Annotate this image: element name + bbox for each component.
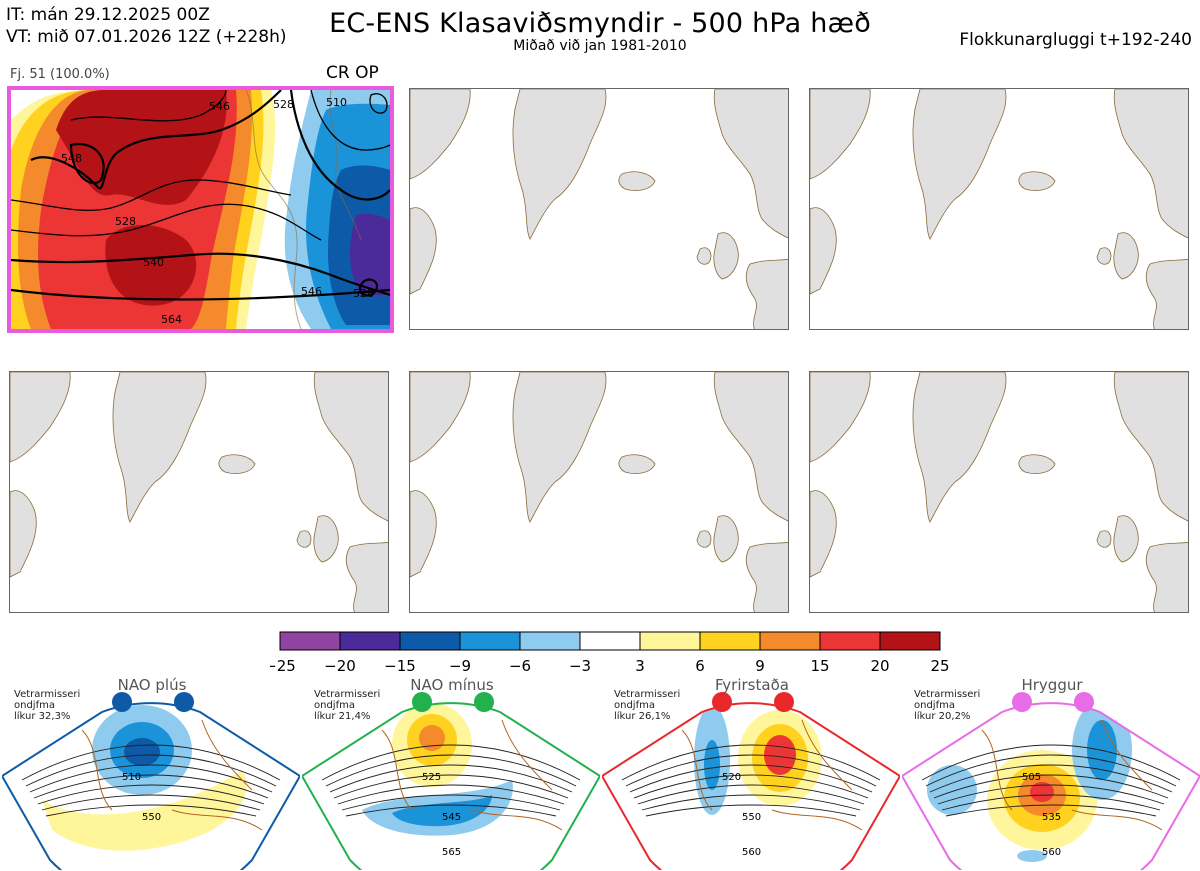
map-panel-cluster-6[interactable] bbox=[809, 371, 1189, 613]
colorbar-swatch bbox=[279, 631, 341, 651]
map-panel-cluster-3[interactable] bbox=[809, 88, 1189, 330]
regime-meta-line: ondjfma bbox=[14, 700, 55, 711]
colorbar-swatch bbox=[879, 631, 941, 651]
regime-marker bbox=[774, 692, 794, 712]
regime-marker bbox=[174, 692, 194, 712]
contour-label: 548 bbox=[61, 152, 82, 165]
valid-time: VT: mið 07.01.2026 12Z (+228h) bbox=[6, 27, 287, 47]
regime-contour-label: 505 bbox=[1022, 772, 1041, 783]
contour-label: 528 bbox=[353, 287, 374, 300]
map-svg bbox=[410, 372, 788, 612]
regime-meta-line: líkur 21,4% bbox=[314, 711, 371, 722]
regime-contour-label: 510 bbox=[122, 772, 141, 783]
colorbar-swatch bbox=[639, 631, 701, 651]
map-panel-cluster-2[interactable] bbox=[409, 88, 789, 330]
regime-meta-line: líkur 26,1% bbox=[614, 711, 671, 722]
regime-title: Hryggur bbox=[1021, 676, 1083, 694]
colorbar-swatch bbox=[339, 631, 401, 651]
map-svg bbox=[810, 89, 1188, 329]
regime-marker bbox=[712, 692, 732, 712]
classification-window: Flokkunargluggi t+192-240 bbox=[959, 30, 1192, 50]
regime-meta-line: Vetrarmisseri bbox=[914, 689, 981, 700]
map-panel-cluster-5[interactable] bbox=[409, 371, 789, 613]
anomaly-map-svg: 548 528 540 546 564 546 528 510 528 bbox=[11, 90, 390, 329]
colorbar-tick-label: −15 bbox=[384, 657, 416, 675]
regime-meta-line: ondjfma bbox=[914, 700, 955, 711]
colorbar-tick-label: 6 bbox=[695, 657, 705, 675]
contour-label: 528 bbox=[115, 215, 136, 228]
regime-contour-label: 550 bbox=[142, 812, 161, 823]
regime-meta-line: ondjfma bbox=[614, 700, 655, 711]
regime-meta-line: líkur 32,3% bbox=[14, 711, 71, 722]
regime-meta: Vetrarmisseri ondjfma líkur 20,2% bbox=[914, 689, 980, 722]
regime-map[interactable]: 520 550 560 bbox=[602, 690, 900, 870]
map-svg bbox=[810, 372, 1188, 612]
map-svg bbox=[410, 89, 788, 329]
regime-contour-label: 565 bbox=[442, 847, 461, 858]
regime-marker bbox=[1012, 692, 1032, 712]
contour-label: 564 bbox=[161, 313, 182, 326]
regime-meta: Vetrarmisseri ondjfma líkur 32,3% bbox=[14, 689, 80, 722]
colorbar-tick-label: 20 bbox=[870, 657, 889, 675]
regime-marker bbox=[1074, 692, 1094, 712]
colorbar-tick-label: −6 bbox=[509, 657, 531, 675]
regime-meta-line: Vetrarmisseri bbox=[14, 689, 81, 700]
colorbar-tick-label: −25 bbox=[270, 657, 296, 675]
regime-map[interactable]: 510 550 bbox=[2, 690, 300, 870]
regime-marker bbox=[412, 692, 432, 712]
colorbar-swatch bbox=[759, 631, 821, 651]
regime-meta: Vetrarmisseri ondjfma líkur 21,4% bbox=[314, 689, 380, 722]
contour-label: 528 bbox=[273, 98, 294, 111]
regime-contour-label: 535 bbox=[1042, 812, 1061, 823]
regime-map[interactable]: 505 535 560 bbox=[902, 690, 1200, 870]
map-svg bbox=[10, 372, 388, 612]
panel-tag: CR OP bbox=[326, 63, 379, 83]
header-run-info: IT: mán 29.12.2025 00Z VT: mið 07.01.202… bbox=[6, 4, 287, 48]
colorbar: −25 −20 −15 −9 −6 −3 3 6 9 15 20 25 bbox=[270, 631, 950, 675]
map-panel-cluster-1[interactable]: 548 528 540 546 564 546 528 510 528 bbox=[7, 86, 394, 333]
regime-meta-line: líkur 20,2% bbox=[914, 711, 971, 722]
regime-contour-label: 545 bbox=[442, 812, 461, 823]
regime-contour-label: 560 bbox=[742, 847, 761, 858]
regime-contour-label: 525 bbox=[422, 772, 441, 783]
contour-label: 546 bbox=[209, 100, 230, 113]
colorbar-tick-label: 9 bbox=[755, 657, 765, 675]
regime-contour-label: 520 bbox=[722, 772, 741, 783]
colorbar-tick-label: 3 bbox=[635, 657, 645, 675]
regime-title: NAO mínus bbox=[410, 676, 494, 694]
regime-title: Fyrirstaða bbox=[715, 676, 789, 694]
regime-marker bbox=[112, 692, 132, 712]
colorbar-swatch bbox=[459, 631, 521, 651]
contour-label: 540 bbox=[143, 256, 164, 269]
contour-label: 546 bbox=[301, 285, 322, 298]
regime-marker bbox=[474, 692, 494, 712]
colorbar-swatch bbox=[579, 631, 641, 651]
page-title: EC-ENS Klasaviðsmyndir - 500 hPa hæð bbox=[329, 8, 871, 39]
colorbar-tick-label: −20 bbox=[324, 657, 356, 675]
colorbar-tick-label: −9 bbox=[449, 657, 471, 675]
regime-contour-label: 550 bbox=[742, 812, 761, 823]
regime-meta-line: Vetrarmisseri bbox=[614, 689, 681, 700]
regime-meta: Vetrarmisseri ondjfma líkur 26,1% bbox=[614, 689, 680, 722]
regime-title: NAO plús bbox=[117, 676, 187, 694]
colorbar-swatch bbox=[399, 631, 461, 651]
colorbar-swatch bbox=[699, 631, 761, 651]
colorbar-swatch bbox=[519, 631, 581, 651]
regime-meta-line: Vetrarmisseri bbox=[314, 689, 381, 700]
page-subtitle: Miðað við jan 1981-2010 bbox=[513, 38, 687, 54]
contour-label: 510 bbox=[326, 96, 347, 109]
initial-time: IT: mán 29.12.2025 00Z bbox=[6, 5, 210, 25]
regime-contour-label: 560 bbox=[1042, 847, 1061, 858]
regime-map[interactable]: 525 545 565 bbox=[302, 690, 600, 870]
colorbar-tick-label: 15 bbox=[810, 657, 829, 675]
colorbar-tick-label: 25 bbox=[930, 657, 949, 675]
regime-meta-line: ondjfma bbox=[314, 700, 355, 711]
panel-member-count: Fj. 51 (100.0%) bbox=[10, 67, 110, 82]
colorbar-tick-label: −3 bbox=[569, 657, 591, 675]
colorbar-swatch bbox=[819, 631, 881, 651]
colorbar-boxes bbox=[279, 631, 941, 651]
map-panel-cluster-4[interactable] bbox=[9, 371, 389, 613]
